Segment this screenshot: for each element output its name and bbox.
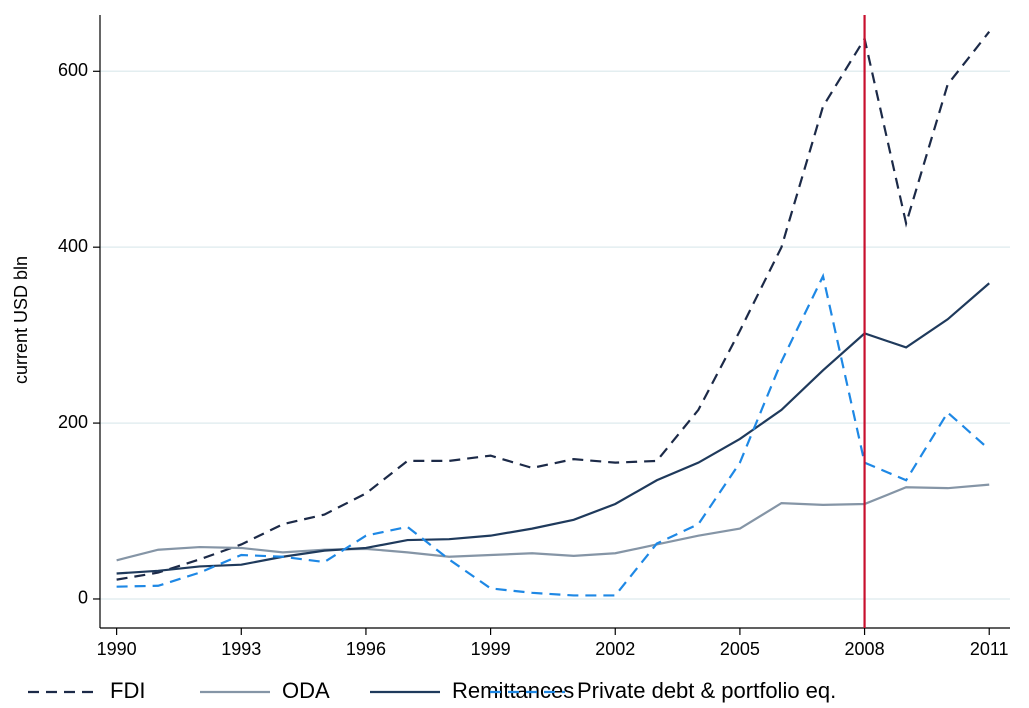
x-tick-label: 1996 [346,639,386,659]
series-line [116,483,990,562]
x-tick-label: 2005 [720,639,760,659]
y-tick-label: 400 [58,236,88,256]
x-tick-label: 1993 [221,639,261,659]
series-line [116,272,990,597]
x-tick-label: 1990 [97,639,137,659]
series-line [116,31,991,581]
x-tick-label: 2011 [970,639,1009,659]
y-tick-label: 0 [78,588,88,608]
x-tick-label: 1999 [471,639,511,659]
y-tick-label: 600 [58,60,88,80]
y-tick-label: 200 [58,412,88,432]
legend-label: FDI [110,678,145,703]
x-tick-label: 2008 [845,639,885,659]
legend-label: Private debt & portfolio eq. [577,678,836,703]
y-axis-label: current USD bln [11,256,31,384]
legend-label: ODA [282,678,330,703]
x-tick-label: 2002 [595,639,635,659]
legend-label: Remittances [452,678,574,703]
series-line [116,282,990,575]
